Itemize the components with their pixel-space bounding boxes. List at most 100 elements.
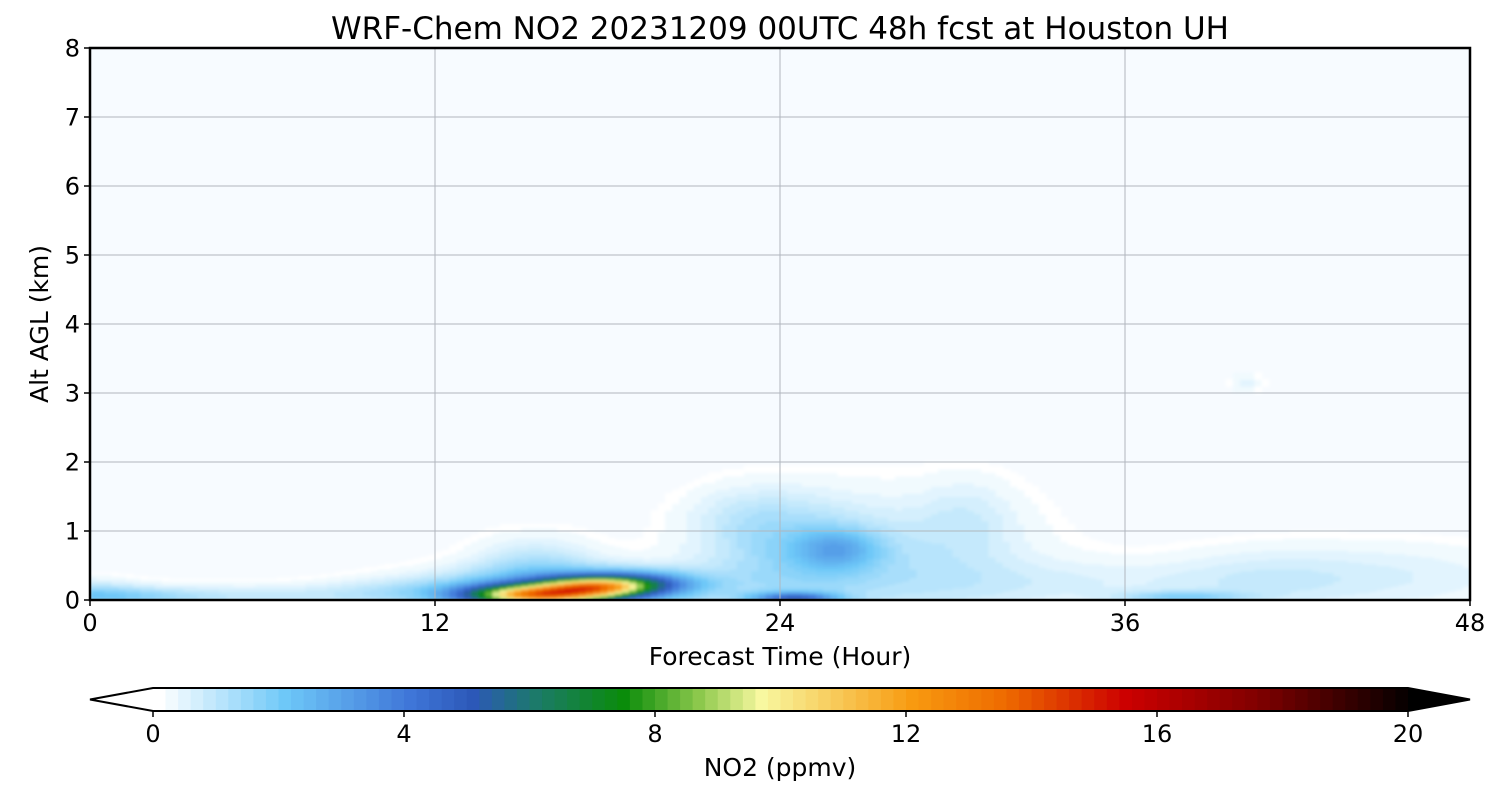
heat-cell bbox=[621, 544, 630, 548]
heat-cell bbox=[815, 575, 824, 579]
heat-cell bbox=[578, 549, 587, 553]
heat-cell bbox=[621, 549, 630, 553]
heat-cell bbox=[593, 555, 601, 558]
heat-cell bbox=[514, 563, 522, 567]
heat-cell bbox=[355, 581, 364, 584]
heat-cell bbox=[873, 594, 882, 598]
heat-cell bbox=[665, 549, 673, 553]
heat-cell bbox=[564, 563, 573, 567]
heat-cell bbox=[1031, 581, 1040, 584]
heat-cell bbox=[550, 586, 558, 589]
heat-cell bbox=[851, 539, 860, 542]
heat-cell bbox=[449, 591, 458, 594]
heat-cell bbox=[463, 549, 472, 553]
heat-cell bbox=[708, 493, 716, 498]
heat-cell bbox=[492, 589, 501, 592]
heat-cell bbox=[722, 517, 731, 522]
heat-cell bbox=[686, 570, 695, 573]
heat-cell bbox=[600, 548, 609, 551]
heat-cell bbox=[636, 558, 645, 561]
heat-cell bbox=[729, 524, 738, 529]
heat-cell bbox=[966, 532, 975, 536]
heat-cell bbox=[291, 582, 300, 586]
heat-cell bbox=[866, 568, 875, 572]
heat-cell bbox=[528, 539, 537, 542]
heat-cell bbox=[262, 584, 271, 587]
heat-cell bbox=[406, 596, 415, 599]
heat-cell bbox=[909, 551, 918, 555]
heat-cell bbox=[665, 556, 673, 560]
heat-cell bbox=[966, 536, 975, 539]
heat-cell bbox=[902, 575, 910, 579]
heat-cell bbox=[679, 581, 688, 584]
heat-cell bbox=[147, 587, 156, 591]
heat-cell bbox=[880, 577, 889, 580]
heat-cell bbox=[125, 584, 134, 587]
heat-cell bbox=[571, 541, 580, 544]
heat-cell bbox=[550, 524, 558, 529]
heat-cell bbox=[1031, 579, 1040, 582]
heat-cell bbox=[772, 558, 781, 561]
heat-cell bbox=[370, 568, 379, 572]
heat-cell bbox=[974, 587, 982, 591]
heat-cell bbox=[895, 510, 903, 515]
heat-cell bbox=[485, 584, 494, 587]
heat-cell bbox=[887, 541, 896, 544]
heat-cell bbox=[837, 536, 846, 539]
heat-cell bbox=[665, 574, 673, 577]
heat-cell bbox=[449, 546, 458, 549]
heat-cell bbox=[183, 594, 192, 598]
heat-cell bbox=[248, 589, 256, 592]
heat-cell bbox=[665, 544, 673, 548]
heat-cell bbox=[621, 551, 630, 555]
heat-cell bbox=[700, 513, 709, 518]
heat-cell bbox=[535, 537, 544, 541]
heat-cell bbox=[880, 567, 889, 570]
heat-cell bbox=[629, 548, 637, 551]
heat-cell bbox=[794, 586, 803, 589]
heat-cell bbox=[830, 543, 839, 546]
heat-cell bbox=[248, 582, 256, 586]
heat-cell bbox=[564, 574, 573, 577]
heat-cell bbox=[1024, 593, 1033, 596]
heat-cell bbox=[988, 544, 997, 548]
heat-cell bbox=[478, 544, 486, 548]
heat-cell bbox=[140, 584, 149, 587]
heat-cell bbox=[744, 503, 752, 508]
heat-cell bbox=[952, 486, 961, 491]
heat-cell bbox=[909, 587, 918, 591]
heat-cell bbox=[506, 591, 515, 594]
heat-cell bbox=[679, 553, 688, 556]
heat-cell bbox=[571, 553, 580, 556]
heat-cell bbox=[600, 591, 609, 594]
heat-cell bbox=[837, 570, 846, 573]
heat-cell bbox=[722, 524, 731, 529]
heat-cell bbox=[679, 496, 688, 501]
heat-cell bbox=[327, 591, 335, 594]
heat-cell bbox=[449, 584, 458, 587]
heat-cell bbox=[851, 489, 860, 494]
heat-cell bbox=[952, 472, 961, 477]
heat-cell bbox=[621, 562, 630, 565]
heat-cell bbox=[226, 584, 235, 587]
heat-cell bbox=[765, 555, 774, 558]
heat-cell bbox=[794, 520, 803, 525]
heat-cell bbox=[866, 565, 875, 568]
heat-cell bbox=[679, 572, 688, 575]
heat-cell bbox=[715, 527, 724, 532]
heat-cell bbox=[693, 553, 702, 556]
heat-cell bbox=[629, 579, 637, 582]
heat-cell bbox=[787, 482, 795, 487]
heat-cell bbox=[995, 475, 1004, 480]
heat-cell bbox=[887, 567, 896, 570]
heat-cell bbox=[938, 534, 946, 537]
heat-cell bbox=[700, 570, 709, 573]
heat-cell bbox=[794, 577, 803, 580]
heat-cell bbox=[657, 506, 666, 511]
heat-cell bbox=[974, 541, 982, 544]
heat-cell bbox=[629, 574, 637, 577]
heat-cell bbox=[478, 539, 486, 542]
heat-cell bbox=[650, 589, 659, 592]
heat-cell bbox=[837, 472, 846, 477]
heat-cell bbox=[794, 593, 803, 596]
